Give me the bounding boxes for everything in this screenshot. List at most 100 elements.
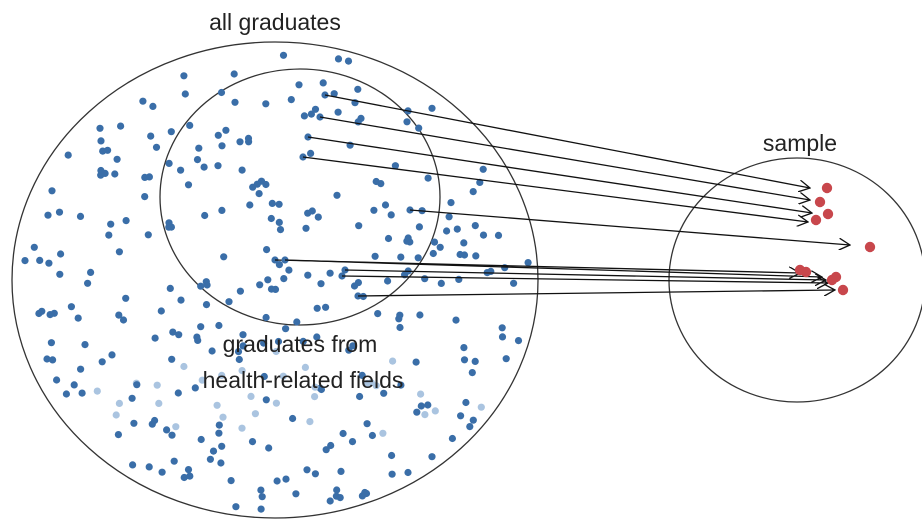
population-dot xyxy=(311,105,320,113)
population-dot xyxy=(180,473,188,482)
population-dot xyxy=(114,431,122,439)
population-dot xyxy=(77,365,85,373)
population-dot xyxy=(217,88,226,97)
population-dot xyxy=(396,311,404,319)
population-dot xyxy=(53,376,61,384)
population-dot-light xyxy=(301,363,309,371)
sample-dot xyxy=(821,182,833,194)
population-dot-light xyxy=(238,424,246,432)
population-dot xyxy=(191,384,199,392)
population-dot xyxy=(200,163,208,171)
population-dot-light xyxy=(311,383,319,391)
population-dot xyxy=(139,97,147,105)
population-dot xyxy=(206,455,214,463)
population-dot xyxy=(455,275,463,283)
population-dot xyxy=(122,217,130,225)
population-dot xyxy=(197,323,205,331)
population-dot xyxy=(397,253,405,261)
subgroup-label-line2: health-related fields xyxy=(203,367,404,393)
population-dot xyxy=(167,128,175,136)
population-dot xyxy=(201,211,209,220)
population-dot xyxy=(460,356,469,364)
population-dot xyxy=(244,134,253,142)
population-dot xyxy=(130,419,138,427)
population-dot xyxy=(374,310,382,318)
population-dot xyxy=(232,503,240,511)
population-dot xyxy=(326,497,334,505)
sampling-arrows xyxy=(271,91,850,300)
population-dot xyxy=(358,371,366,379)
population-dot xyxy=(222,126,230,134)
population-dot xyxy=(428,104,436,112)
population-circle xyxy=(11,41,539,519)
population-dot xyxy=(117,122,125,130)
population-dot xyxy=(293,318,301,326)
population-dot xyxy=(524,259,532,267)
sampling-arrow xyxy=(344,269,826,280)
population-dot xyxy=(262,100,270,108)
population-dot xyxy=(214,131,222,139)
population-dot xyxy=(97,171,105,179)
population-dot xyxy=(147,132,155,140)
population-dot xyxy=(209,447,218,455)
population-dot xyxy=(498,324,506,332)
population-dot xyxy=(119,316,128,324)
population-dot xyxy=(370,206,378,214)
population-dot xyxy=(180,72,188,80)
population-dot xyxy=(218,442,226,450)
population-dot xyxy=(322,303,330,311)
population-dot xyxy=(460,239,468,247)
population-dot xyxy=(304,271,312,279)
sample-dot xyxy=(814,196,826,208)
health-fields-circle xyxy=(159,68,441,326)
population-dot xyxy=(195,144,203,152)
population-dot xyxy=(514,337,523,345)
population-dot xyxy=(274,337,283,346)
population-dot xyxy=(21,257,29,265)
population-dot xyxy=(184,181,193,189)
population-dot xyxy=(479,165,487,173)
population-dot xyxy=(144,231,152,239)
population-dot xyxy=(471,222,479,230)
population-dot xyxy=(168,431,176,439)
population-dot xyxy=(415,223,423,231)
population-dot xyxy=(151,416,159,425)
population-dot xyxy=(129,461,137,469)
population-dot xyxy=(417,402,425,410)
population-dot xyxy=(330,90,338,98)
population-dot xyxy=(404,234,412,242)
population-dot xyxy=(462,398,470,407)
population-dot xyxy=(326,269,334,277)
population-dot xyxy=(122,294,130,302)
population-dot-light xyxy=(389,357,397,365)
population-dot-light xyxy=(247,392,255,400)
population-dot xyxy=(238,166,246,174)
population-dot xyxy=(445,213,453,221)
population-dot xyxy=(322,446,330,454)
population-dot xyxy=(262,396,270,404)
population-dot xyxy=(141,193,149,201)
population-dot xyxy=(175,331,183,339)
population-dot xyxy=(231,98,239,106)
population-dot xyxy=(186,121,194,129)
population-dot xyxy=(76,212,85,220)
population-dot xyxy=(377,180,385,188)
population-dot xyxy=(443,227,451,235)
population-dot xyxy=(107,220,115,228)
population-dot xyxy=(295,81,303,89)
population-dot xyxy=(307,110,315,118)
population-dot xyxy=(157,307,165,315)
population-dot xyxy=(334,108,342,116)
population-dot xyxy=(234,348,243,356)
population-dot xyxy=(381,201,390,209)
population-dot xyxy=(414,254,422,262)
population-dot xyxy=(258,493,266,501)
population-dot xyxy=(115,311,123,319)
population-dot xyxy=(177,166,185,174)
population-dot xyxy=(344,57,353,65)
population-dot-light xyxy=(272,347,280,356)
sampling-arrow xyxy=(341,275,828,283)
population-dot xyxy=(55,208,64,216)
population-dot xyxy=(302,224,310,232)
